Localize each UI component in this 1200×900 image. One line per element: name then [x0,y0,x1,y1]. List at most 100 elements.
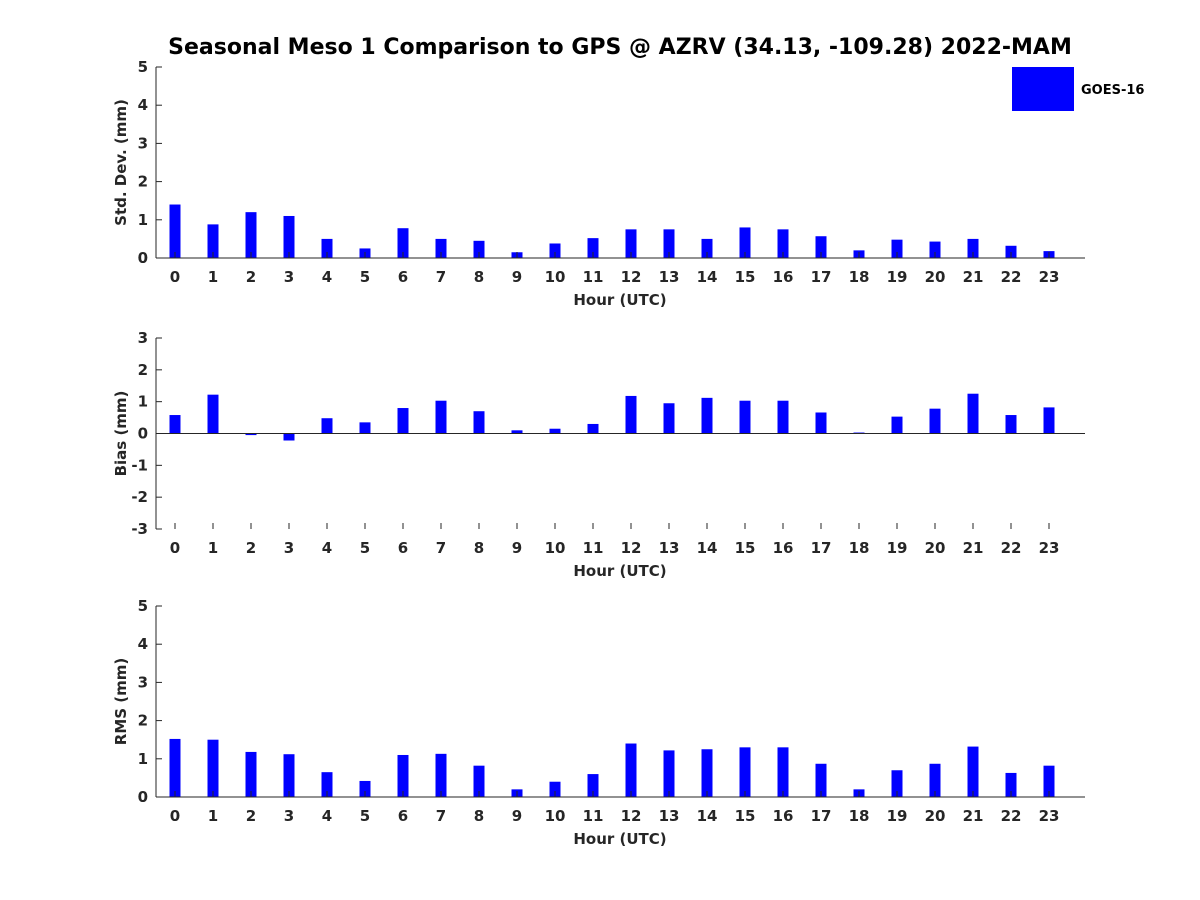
x-tick-label: 10 [545,539,566,557]
bar-hour-12 [625,395,637,434]
x-tick-label: 3 [284,268,294,286]
bar-hour-23 [1043,407,1055,434]
y-tick-label: 4 [138,635,148,653]
bar-hour-13 [663,750,675,797]
x-tick-label: 7 [436,539,446,557]
bar-hour-2 [245,433,257,436]
bar-hour-3 [283,215,295,258]
x-tick-label: 9 [512,807,522,825]
bar-hour-16 [777,747,789,797]
legend-swatch [1012,67,1074,111]
x-tick-label: 1 [208,539,218,557]
x-tick-label: 22 [1001,268,1022,286]
bar-hour-20 [929,408,941,434]
x-tick-label: 16 [773,807,794,825]
bar-hour-16 [777,400,789,434]
legend-label: GOES-16 [1081,83,1144,98]
bar-hour-7 [435,400,447,434]
x-tick-label: 16 [773,268,794,286]
bar-hour-1 [207,739,219,797]
bar-hour-10 [549,781,561,797]
y-tick-label: 3 [138,134,148,152]
bar-hour-11 [587,774,599,797]
bar-hour-17 [815,412,827,434]
x-tick-label: 18 [849,539,870,557]
x-tick-label: 18 [849,807,870,825]
x-tick-label: 20 [925,268,946,286]
bar-hour-6 [397,408,409,434]
y-tick-label: 5 [138,597,148,615]
x-tick-label: 1 [208,807,218,825]
bar-hour-16 [777,229,789,258]
x-tick-label: 20 [925,539,946,557]
y-tick-label: 1 [138,393,148,411]
bar-hour-21 [967,746,979,797]
bar-hour-0 [169,738,181,797]
x-axis-label: Hour (UTC) [573,291,666,309]
y-tick-label: 1 [138,750,148,768]
x-tick-label: 6 [398,268,408,286]
bar-hour-10 [549,243,561,258]
bar-hour-20 [929,763,941,797]
x-tick-label: 17 [811,268,832,286]
x-tick-label: 2 [246,268,256,286]
bar-hour-22 [1005,772,1017,797]
bar-hour-14 [701,749,713,797]
x-tick-label: 18 [849,268,870,286]
x-tick-label: 8 [474,539,484,557]
y-tick-label: 0 [138,425,148,443]
bar-hour-9 [511,430,523,434]
y-tick-label: 0 [138,249,148,267]
x-tick-label: 13 [659,268,680,286]
x-tick-label: 14 [697,807,718,825]
legend: GOES-16 [1012,67,1144,111]
x-tick-label: 3 [284,807,294,825]
bar-hour-8 [473,765,485,797]
bar-hour-5 [359,422,371,434]
x-tick-label: 20 [925,807,946,825]
bar-hour-13 [663,229,675,258]
x-tick-label: 8 [474,807,484,825]
x-tick-label: 16 [773,539,794,557]
x-tick-label: 17 [811,807,832,825]
bar-hour-0 [169,204,181,258]
x-tick-label: 23 [1039,807,1060,825]
bar-hour-7 [435,753,447,797]
y-axis-label: Bias (mm) [112,391,130,477]
bar-hour-21 [967,393,979,434]
figure-title: Seasonal Meso 1 Comparison to GPS @ AZRV… [168,35,1072,60]
bar-hour-12 [625,229,637,258]
x-tick-label: 9 [512,268,522,286]
bar-hour-15 [739,227,751,258]
bar-hour-11 [587,238,599,258]
x-tick-label: 13 [659,807,680,825]
bar-hour-6 [397,228,409,258]
x-tick-label: 17 [811,539,832,557]
bar-hour-15 [739,747,751,797]
x-tick-label: 13 [659,539,680,557]
y-tick-label: -3 [131,520,148,538]
bar-hour-10 [549,428,561,434]
bar-hour-23 [1043,765,1055,797]
x-tick-label: 22 [1001,539,1022,557]
x-tick-label: 12 [621,268,642,286]
y-tick-label: 2 [138,361,148,379]
x-tick-label: 15 [735,268,756,286]
x-tick-label: 10 [545,268,566,286]
x-tick-label: 8 [474,268,484,286]
x-tick-label: 6 [398,807,408,825]
bar-hour-15 [739,400,751,434]
bar-hour-19 [891,770,903,797]
y-tick-label: 0 [138,788,148,806]
x-tick-label: 11 [583,539,604,557]
y-tick-label: -2 [131,488,148,506]
bar-hour-5 [359,780,371,797]
y-tick-label: 1 [138,211,148,229]
x-tick-label: 21 [963,268,984,286]
x-tick-label: 19 [887,539,908,557]
x-tick-label: 12 [621,807,642,825]
x-tick-label: 3 [284,539,294,557]
